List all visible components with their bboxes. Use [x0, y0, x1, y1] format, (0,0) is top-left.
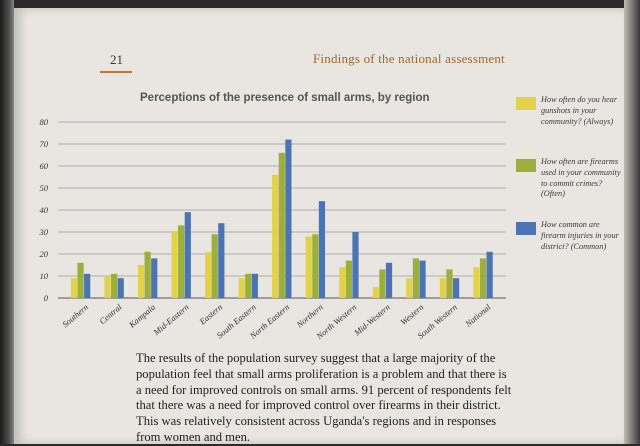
bar-often: [178, 225, 185, 298]
bar-often: [479, 258, 487, 298]
y-tick-label: 80: [40, 117, 49, 127]
bar-always: [238, 278, 245, 298]
bar-always: [171, 232, 178, 298]
x-category-label: National: [463, 301, 493, 329]
bar-often: [312, 234, 319, 298]
bar-often: [446, 269, 453, 298]
book-spine: [0, 0, 14, 444]
bar-common: [285, 139, 292, 298]
x-category-label: Mid-Eastern: [151, 302, 191, 338]
x-category-label: Northern: [294, 302, 325, 330]
y-tick-label: 30: [39, 227, 49, 237]
bar-often: [379, 269, 386, 298]
bar-often: [245, 273, 252, 298]
page-number: 21: [110, 52, 123, 67]
y-tick-label: 0: [44, 293, 49, 303]
y-tick-label: 20: [40, 249, 49, 259]
bar-always: [137, 265, 145, 298]
bar-often: [144, 251, 151, 298]
bar-common: [385, 262, 393, 298]
legend-swatch-common: [516, 222, 536, 235]
bar-always: [406, 278, 413, 298]
x-category-label: Southern: [60, 302, 90, 329]
bar-common: [352, 232, 359, 298]
bar-often: [211, 234, 218, 298]
y-axis-ticks: 0 10 20 30 40 50 60 70 80: [39, 117, 49, 303]
bar-often: [345, 260, 352, 298]
bar-common: [318, 201, 326, 298]
legend-label-always: How often do you hear gunshots in your c…: [541, 95, 618, 126]
body-paragraph: The results of the population survey sug…: [136, 351, 512, 444]
x-category-label: Western: [398, 302, 425, 327]
y-tick-label: 60: [40, 161, 49, 171]
bar-always: [104, 276, 111, 298]
y-tick-label: 40: [40, 205, 49, 215]
bar-common: [218, 223, 225, 298]
bar-common: [151, 258, 158, 298]
bar-common: [486, 251, 493, 298]
bar-common: [84, 273, 91, 298]
legend-label-common: How common are firearm injuries in your …: [541, 220, 619, 251]
x-category-label: Kampala: [126, 302, 157, 330]
bar-always: [439, 278, 446, 298]
x-category-label: Eastern: [197, 302, 224, 327]
page-edge: [624, 0, 640, 444]
bar-often: [412, 258, 420, 298]
x-category-label: Central: [97, 301, 124, 326]
bar-common: [117, 278, 124, 298]
page-number-rule: [100, 71, 132, 73]
bar-common: [419, 260, 426, 298]
bar-common: [452, 278, 460, 298]
y-tick-label: 10: [40, 271, 49, 281]
bar-always: [339, 267, 346, 298]
legend-label-often: How often are firearms used in your comm…: [541, 157, 621, 199]
chart-title: Perceptions of the presence of small arm…: [140, 92, 430, 104]
bar-often: [111, 273, 118, 298]
legend-swatch-always: [516, 97, 536, 110]
bar-often: [77, 262, 84, 298]
bar-always: [205, 251, 212, 298]
bar-always: [272, 174, 279, 298]
x-category-label: Mid-Western: [351, 302, 392, 338]
bar-often: [278, 152, 285, 298]
bar-common: [251, 273, 258, 298]
bar-common: [184, 212, 191, 298]
bar-always: [70, 278, 78, 298]
chart-bars: [70, 139, 493, 298]
legend-swatch-often: [516, 159, 536, 172]
running-header: Findings of the national assessment: [313, 51, 505, 66]
bar-always: [473, 267, 480, 298]
bar-always: [305, 236, 312, 298]
bar-always: [372, 287, 379, 298]
y-tick-label: 50: [40, 183, 49, 193]
y-tick-label: 70: [40, 139, 49, 149]
